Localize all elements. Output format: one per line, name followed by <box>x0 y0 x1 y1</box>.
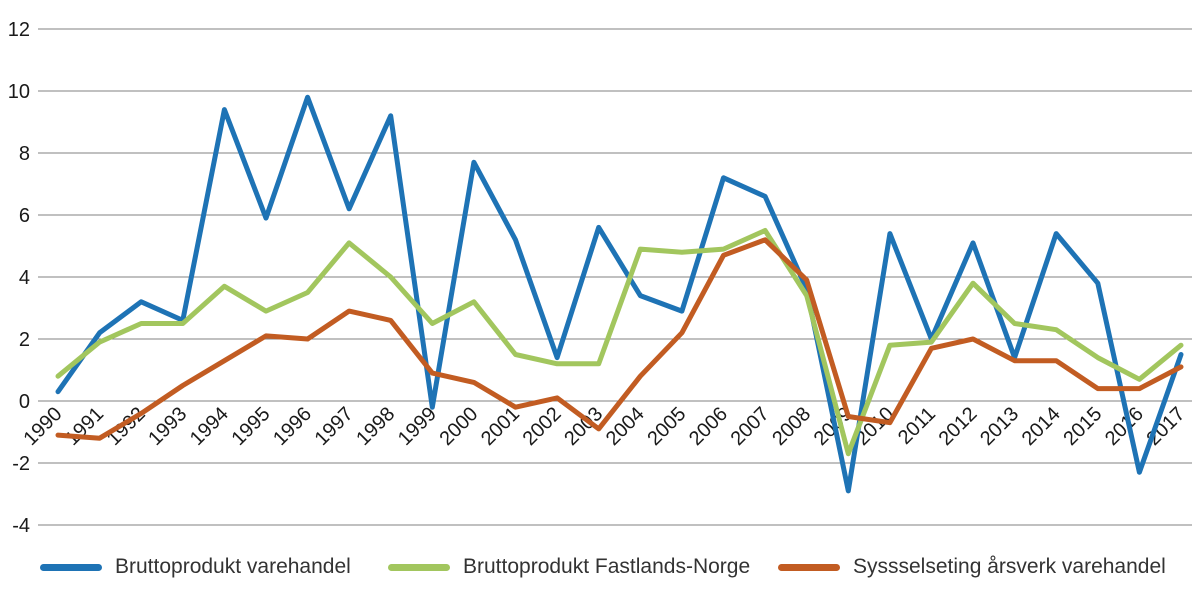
plot-area: 121086420-2-4199019911992199319941995199… <box>8 19 1192 537</box>
x-axis-tick-label-1995: 1995 <box>227 403 274 450</box>
x-axis-tick-label-2008: 2008 <box>768 403 815 450</box>
x-axis-tick-label-2015: 2015 <box>1059 403 1106 450</box>
x-axis-tick-label-1998: 1998 <box>352 403 399 450</box>
x-axis-tick-label-1994: 1994 <box>186 403 233 450</box>
y-axis-tick-label: 2 <box>19 329 30 351</box>
x-axis-tick-label-1997: 1997 <box>311 403 358 450</box>
series-line-2 <box>55 237 1184 441</box>
x-axis-tick-label-2005: 2005 <box>643 403 690 450</box>
x-axis-tick-label-1996: 1996 <box>269 403 316 450</box>
y-axis-tick-label: 0 <box>19 391 30 413</box>
x-axis-tick-label-2007: 2007 <box>727 403 774 450</box>
legend-item-bruttoprodukt-fastlands-norge: Bruttoprodukt Fastlands-Norge <box>388 550 750 584</box>
x-axis-tick-label-2001: 2001 <box>477 403 524 450</box>
legend-label: Bruttoprodukt varehandel <box>115 555 351 578</box>
x-axis-tick-label-2013: 2013 <box>976 403 1023 450</box>
x-axis-tick-label-2012: 2012 <box>935 403 982 450</box>
y-axis-tick-label: 4 <box>19 267 30 289</box>
legend-swatch-blue <box>40 563 102 571</box>
x-axis-tick-label-1993: 1993 <box>144 403 191 450</box>
legend-item-sysselsetting-varehandel: Syssselseting årsverk varehandel <box>778 550 1166 584</box>
y-axis-tick-label: 12 <box>8 19 30 41</box>
y-axis-tick-label: 8 <box>19 143 30 165</box>
legend-swatch-orange <box>778 563 840 571</box>
x-axis-tick-label-1991: 1991 <box>61 403 108 450</box>
legend-label: Syssselseting årsverk varehandel <box>853 555 1166 578</box>
chart-legend: Bruttoprodukt varehandel Bruttoprodukt F… <box>0 550 1200 590</box>
legend-label: Bruttoprodukt Fastlands-Norge <box>463 555 751 578</box>
x-axis-tick-label-2004: 2004 <box>602 403 649 450</box>
x-axis-tick-label-2006: 2006 <box>685 403 732 450</box>
series-line-1 <box>55 228 1184 457</box>
y-axis-tick-label: -2 <box>12 453 30 475</box>
x-axis-tick-label-2002: 2002 <box>519 403 566 450</box>
x-axis-tick-label-1999: 1999 <box>394 403 441 450</box>
x-axis-tick-label-2014: 2014 <box>1018 403 1065 450</box>
x-axis-tick-label-2011: 2011 <box>894 403 940 449</box>
y-axis-tick-label: 10 <box>8 81 30 103</box>
legend-item-bruttoprodukt-varehandel: Bruttoprodukt varehandel <box>40 550 351 584</box>
y-axis-tick-label: 6 <box>19 205 30 227</box>
legend-swatch-green <box>388 563 450 571</box>
y-axis-tick-label: -4 <box>12 515 30 537</box>
x-axis-tick-label-2000: 2000 <box>435 403 482 450</box>
